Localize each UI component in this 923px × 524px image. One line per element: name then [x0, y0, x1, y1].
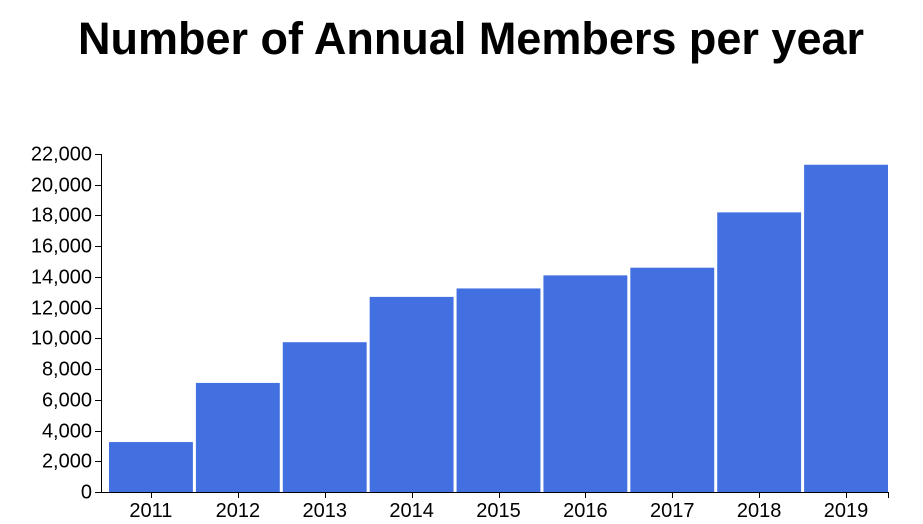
bar-2016	[543, 275, 628, 492]
x-tick-label: 2019	[824, 500, 869, 522]
y-tick-label: 20,000	[31, 175, 92, 197]
bar-2011	[109, 442, 193, 492]
y-axis: 0 2,000 4,000 6,000 8,000 10,000 12,000 14,000 1…	[31, 144, 102, 504]
bar-2017	[630, 267, 715, 492]
bar-2012	[195, 382, 280, 492]
bars	[109, 164, 888, 492]
y-tick-label: 0	[81, 482, 92, 504]
x-tick-label: 2012	[216, 500, 261, 522]
x-tick-label: 2014	[389, 500, 434, 522]
y-tick-label: 6,000	[42, 390, 92, 412]
x-axis: 2011 2012 2013 2014 2015 2016 2017 2018 2019	[101, 492, 889, 522]
y-tick-label: 2,000	[42, 451, 92, 473]
chart-title: Number of Annual Members per year	[78, 13, 865, 64]
x-tick-label: 2016	[563, 500, 608, 522]
y-tick-label: 14,000	[31, 267, 92, 289]
x-tick-label: 2017	[650, 500, 695, 522]
y-tick-label: 12,000	[31, 298, 92, 320]
y-tick-label: 10,000	[31, 328, 92, 350]
y-tick-label: 8,000	[42, 359, 92, 381]
bar-2013	[282, 342, 367, 492]
y-tick-label: 18,000	[31, 205, 92, 227]
y-tick-label: 4,000	[42, 421, 92, 443]
bar-2019	[804, 164, 888, 492]
bar-2018	[717, 212, 802, 492]
x-tick-label: 2015	[476, 500, 521, 522]
x-tick-label: 2018	[737, 500, 782, 522]
bar-2014	[369, 296, 454, 492]
x-tick-label: 2013	[302, 500, 347, 522]
bar-2015	[456, 288, 541, 492]
x-tick-label: 2011	[129, 500, 172, 522]
y-tick-label: 16,000	[31, 236, 92, 258]
y-tick-label: 22,000	[31, 144, 92, 166]
